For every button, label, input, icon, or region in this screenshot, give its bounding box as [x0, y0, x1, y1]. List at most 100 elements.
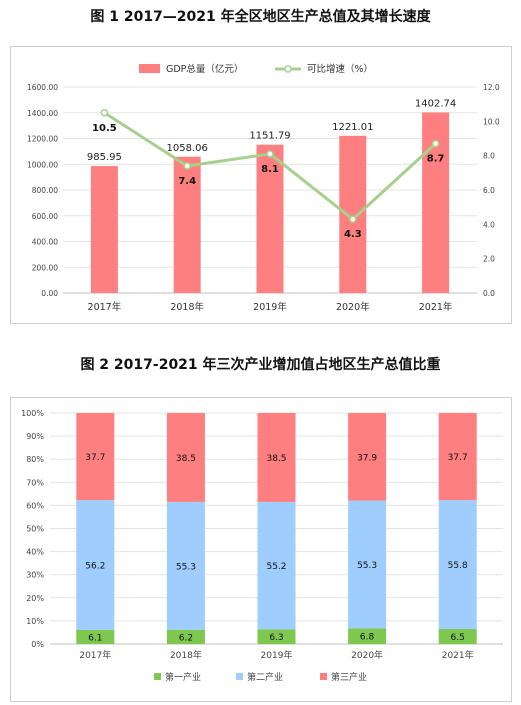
x-axis-category-label: 2021年 — [419, 301, 453, 313]
left-axis-tick-label: 1000.00 — [27, 160, 58, 169]
left-axis-tick-label: 1200.00 — [27, 135, 58, 144]
share-bar-segment — [166, 501, 205, 630]
gdp-chart-panel: 0.00 200.00 400.00 600.00 800.00 1000.00 1200.… — [10, 46, 512, 324]
legend-gdp-label: GDP总量（亿元） — [166, 63, 243, 75]
legend-growth-label: 可比增速（%） — [307, 63, 373, 75]
y-axis-tick-label: 40% — [26, 548, 44, 557]
share-value-label: 55.8 — [448, 561, 468, 571]
industry-share-chart-panel: 0% 10% 20% 30% 40% 50% 60% 70% 80% 90% 100% 6.1 56.2… — [10, 397, 512, 702]
industry-share-chart: 0% 10% 20% 30% 40% 50% 60% 70% 80% 90% 100% 6.1 56.2… — [21, 409, 503, 683]
y-axis-tick-label: 50% — [26, 525, 44, 534]
y-axis-tick-label: 90% — [26, 432, 44, 441]
share-value-label: 37.9 — [357, 453, 377, 463]
legend-swatch — [154, 673, 161, 680]
growth-rate-marker — [183, 162, 191, 170]
y-axis-tick-label: 20% — [26, 594, 44, 603]
gdp-bar — [339, 135, 367, 293]
x-axis-category-label: 2020年 — [336, 301, 370, 313]
growth-rate-marker — [349, 215, 357, 223]
legend-label: 第一产业 — [165, 671, 201, 683]
share-bar-segment — [438, 413, 477, 501]
share-bar-segment — [257, 629, 296, 644]
right-axis-tick-label: 6.0 — [483, 186, 495, 195]
legend-gdp-swatch — [139, 64, 160, 73]
x-axis-category-label: 2018年 — [170, 649, 202, 661]
left-axis-tick-label: 800.00 — [32, 186, 58, 195]
share-value-label: 6.3 — [269, 633, 283, 643]
growth-rate-marker — [431, 139, 440, 148]
growth-rate-label: 10.5 — [92, 123, 117, 134]
share-bar-segment — [438, 500, 477, 629]
left-axis-tick-label: 200.00 — [32, 263, 58, 272]
y-axis-tick-label: 10% — [26, 617, 44, 626]
gdp-value-label: 1402.74 — [415, 98, 456, 109]
left-axis-tick-label: 600.00 — [32, 212, 58, 221]
share-bar-segment — [257, 413, 296, 502]
figure-2-title: 图 2 2017-2021 年三次产业增加值占地区生产总值比重 — [80, 357, 441, 373]
left-axis-tick-label: 400.00 — [32, 238, 58, 247]
share-bar-segment — [348, 500, 387, 629]
y-axis-tick-label: 0% — [31, 640, 44, 649]
growth-rate-label: 8.7 — [427, 154, 445, 165]
x-axis-category-label: 2020年 — [351, 649, 383, 661]
share-value-label: 6.8 — [360, 633, 375, 643]
share-value-label: 6.1 — [88, 633, 102, 643]
legend-swatch — [236, 673, 243, 680]
share-value-label: 6.2 — [179, 633, 193, 643]
x-axis-category-label: 2018年 — [170, 301, 204, 313]
share-value-label: 37.7 — [448, 453, 468, 463]
share-bar-segment — [438, 628, 477, 644]
gdp-bar — [173, 156, 201, 293]
y-axis-tick-label: 80% — [26, 455, 44, 464]
legend-label: 第二产业 — [247, 671, 283, 683]
gdp-value-label: 1221.01 — [332, 122, 373, 133]
left-axis-tick-label: 1600.00 — [27, 83, 58, 92]
share-value-label: 38.5 — [266, 454, 286, 464]
share-bar-segment — [348, 628, 387, 644]
share-value-label: 56.2 — [85, 561, 105, 571]
share-value-label: 55.3 — [176, 562, 196, 572]
y-axis-tick-label: 60% — [26, 501, 44, 510]
share-value-label: 6.5 — [451, 633, 465, 643]
x-axis-category-label: 2019年 — [253, 301, 287, 313]
y-axis-tick-label: 30% — [26, 571, 44, 580]
share-bar-segment — [76, 500, 115, 630]
right-axis-tick-label: 8.0 — [483, 152, 495, 161]
gdp-bar — [90, 166, 118, 293]
legend-swatch — [320, 673, 327, 680]
right-axis-tick-label: 12.0 — [483, 83, 500, 92]
right-axis-tick-label: 2.0 — [483, 255, 495, 264]
x-axis-category-label: 2019年 — [261, 649, 293, 661]
growth-rate-marker — [266, 150, 274, 158]
share-bar-segment — [257, 501, 296, 630]
gdp-bar — [256, 144, 284, 293]
x-axis-category-label: 2021年 — [442, 649, 474, 661]
share-bar-segment — [348, 413, 387, 501]
x-axis-category-label: 2017年 — [79, 649, 111, 661]
growth-rate-label: 7.4 — [178, 176, 196, 187]
share-bar-segment — [166, 629, 205, 644]
gdp-value-label: 985.95 — [87, 152, 122, 163]
right-axis-tick-label: 10.0 — [483, 117, 500, 126]
gdp-bar — [422, 112, 450, 294]
share-value-label: 55.2 — [266, 562, 286, 572]
right-axis-tick-label: 0.0 — [483, 289, 495, 298]
y-axis-tick-label: 70% — [26, 478, 44, 487]
left-axis-tick-label: 0.00 — [41, 289, 58, 298]
growth-rate-marker — [100, 109, 109, 117]
share-bar-segment — [76, 629, 115, 644]
share-bar-segment — [76, 413, 115, 501]
gdp-chart: 0.00 200.00 400.00 600.00 800.00 1000.00 1200.… — [27, 63, 500, 313]
x-axis-category-label: 2017年 — [88, 301, 122, 313]
share-value-label: 37.7 — [85, 453, 105, 463]
growth-rate-label: 4.3 — [344, 229, 362, 240]
legend-growth-marker — [284, 65, 292, 73]
y-axis-tick-label: 100% — [21, 409, 44, 418]
gdp-value-label: 1058.06 — [167, 143, 208, 154]
right-axis-tick-label: 4.0 — [483, 220, 495, 229]
left-axis-tick-label: 1400.00 — [27, 109, 58, 118]
legend-label: 第三产业 — [331, 671, 367, 683]
gdp-value-label: 1151.79 — [249, 131, 290, 142]
share-value-label: 55.3 — [357, 561, 377, 571]
share-value-label: 38.5 — [176, 454, 196, 464]
